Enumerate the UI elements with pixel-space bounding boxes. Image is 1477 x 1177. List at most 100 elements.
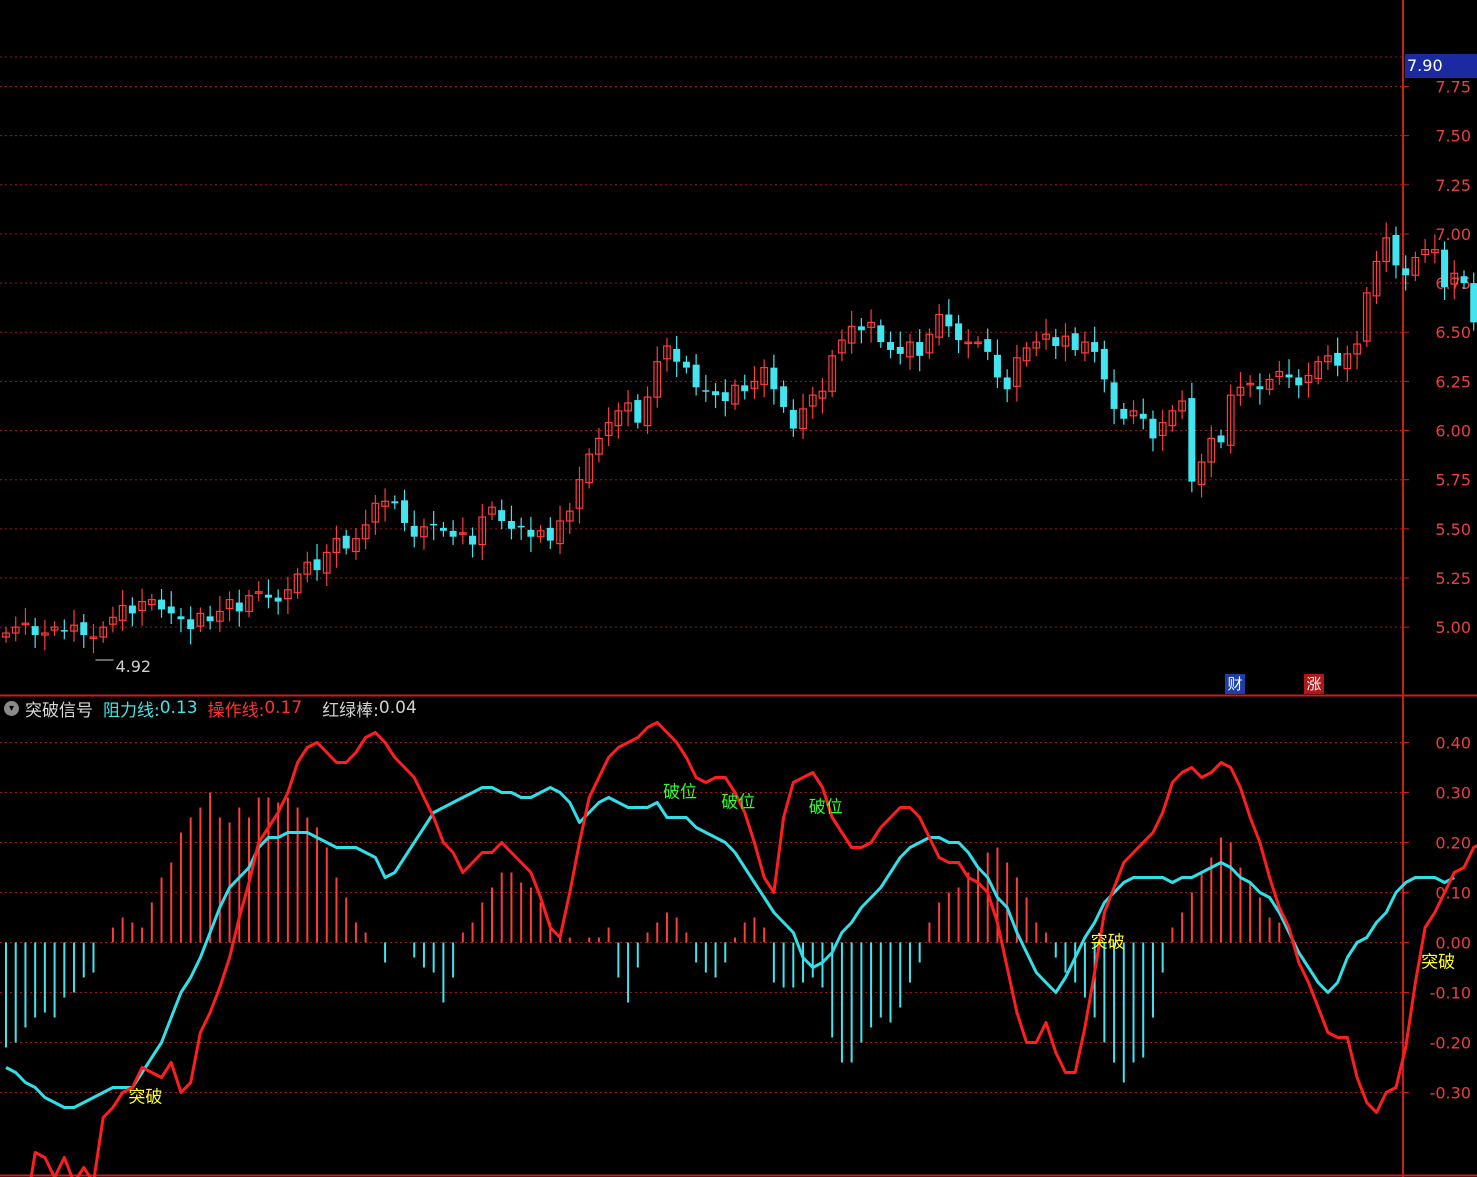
candle-body	[634, 400, 642, 423]
finance-badge[interactable]: 财	[1225, 674, 1245, 694]
candle-body	[673, 348, 681, 362]
candle	[498, 499, 506, 530]
candle	[1139, 398, 1147, 430]
resist-label: 阻力线:	[103, 700, 160, 721]
candle	[430, 510, 438, 541]
candle-body	[1042, 333, 1050, 340]
candle	[731, 379, 739, 410]
candle-body	[789, 409, 797, 429]
candle-body	[187, 619, 195, 630]
candle	[974, 336, 982, 348]
candle	[1304, 362, 1313, 398]
candle	[780, 380, 788, 413]
candle	[808, 386, 817, 419]
operate-label: 操作线:	[207, 700, 265, 721]
candle	[1265, 373, 1274, 396]
candle	[935, 303, 944, 346]
candle-body	[332, 538, 341, 554]
indicator-header: ▾ 突破信号 阻力线: 0.13 操作线: 0.17 红绿棒: 0.04	[4, 697, 417, 721]
candle-body	[945, 314, 953, 327]
candle	[750, 366, 759, 399]
candle-body	[1470, 283, 1477, 323]
candle	[818, 378, 827, 414]
candle-body	[439, 527, 447, 531]
candle-body	[731, 384, 739, 405]
candle-body	[760, 367, 769, 385]
candle	[371, 495, 380, 535]
candle	[857, 318, 865, 344]
candle-body	[595, 437, 603, 455]
min-price-label: 4.92	[115, 657, 151, 676]
candle	[1246, 375, 1255, 398]
candle	[2, 627, 10, 643]
candle-body	[780, 386, 788, 407]
candle	[1129, 400, 1138, 425]
candle	[1324, 345, 1332, 370]
candle-body	[1460, 276, 1468, 284]
candle	[984, 328, 992, 361]
candle	[721, 379, 729, 417]
candle	[158, 588, 166, 618]
candle-body	[877, 325, 885, 343]
candle	[1382, 222, 1391, 273]
candle-body	[1158, 422, 1167, 437]
candle-body	[1275, 370, 1284, 378]
candle	[401, 489, 409, 532]
candle	[332, 525, 341, 568]
candle	[1314, 355, 1323, 385]
candle-body	[322, 551, 331, 574]
candle-body	[536, 530, 545, 538]
candle	[565, 502, 574, 534]
candle	[50, 621, 59, 636]
candle-body	[575, 479, 584, 509]
candle-body	[1246, 382, 1255, 386]
candle-body	[643, 396, 652, 427]
candle-body	[1421, 249, 1430, 256]
candle-body	[177, 616, 185, 620]
price-tick-label: 5.00	[1435, 618, 1471, 637]
candle-body	[128, 605, 136, 614]
candle-body	[585, 453, 594, 484]
candle	[546, 517, 554, 549]
candle	[916, 329, 924, 372]
candle-body	[984, 339, 992, 352]
candle-body	[313, 559, 321, 571]
candle	[80, 613, 88, 648]
candle	[167, 591, 175, 624]
candle-body	[70, 624, 78, 632]
candle-body	[847, 325, 856, 344]
candle-body	[838, 339, 846, 354]
limit-up-badge[interactable]: 涨	[1304, 674, 1324, 694]
candlestick-series	[2, 222, 1477, 654]
candle	[89, 623, 98, 654]
candle-body	[80, 622, 88, 636]
candle	[322, 544, 331, 587]
candle	[1430, 234, 1439, 264]
chevron-down-icon[interactable]: ▾	[4, 700, 19, 716]
candle-body	[1081, 341, 1089, 354]
candle-body	[1430, 249, 1439, 254]
candle	[11, 616, 20, 642]
candle-body	[1314, 361, 1323, 380]
candle-body	[925, 333, 934, 354]
candle	[1421, 239, 1430, 263]
signal-label: 突破	[1091, 933, 1125, 953]
candle-body	[1236, 386, 1245, 396]
candle	[196, 607, 205, 633]
indicator-name[interactable]: 突破信号	[25, 700, 93, 721]
indicator-tick-label: 0.10	[1435, 884, 1471, 903]
candle	[1372, 250, 1381, 305]
candle-body	[1110, 382, 1118, 409]
price-marks: 8.284.92	[95, 657, 151, 676]
candle-body	[401, 500, 409, 523]
candle-body	[799, 408, 807, 430]
candle-body	[1197, 461, 1206, 486]
candle-body	[867, 321, 875, 328]
candle-body	[1441, 249, 1449, 288]
candle	[1236, 371, 1245, 406]
candle	[1120, 403, 1128, 425]
candle-body	[1411, 256, 1420, 276]
candle-body	[1362, 292, 1371, 342]
candle-body	[158, 599, 166, 610]
candle-body	[527, 529, 535, 537]
